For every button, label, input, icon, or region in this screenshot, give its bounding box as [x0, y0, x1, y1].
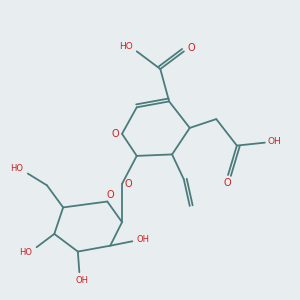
Text: O: O [106, 190, 114, 200]
Text: O: O [112, 129, 119, 139]
Text: O: O [224, 178, 231, 188]
Text: O: O [188, 44, 196, 53]
Text: HO: HO [119, 42, 132, 51]
Text: OH: OH [76, 276, 89, 285]
Text: O: O [125, 179, 132, 189]
Text: HO: HO [19, 248, 32, 257]
Text: HO: HO [10, 164, 23, 173]
Text: OH: OH [267, 137, 281, 146]
Text: OH: OH [136, 235, 149, 244]
